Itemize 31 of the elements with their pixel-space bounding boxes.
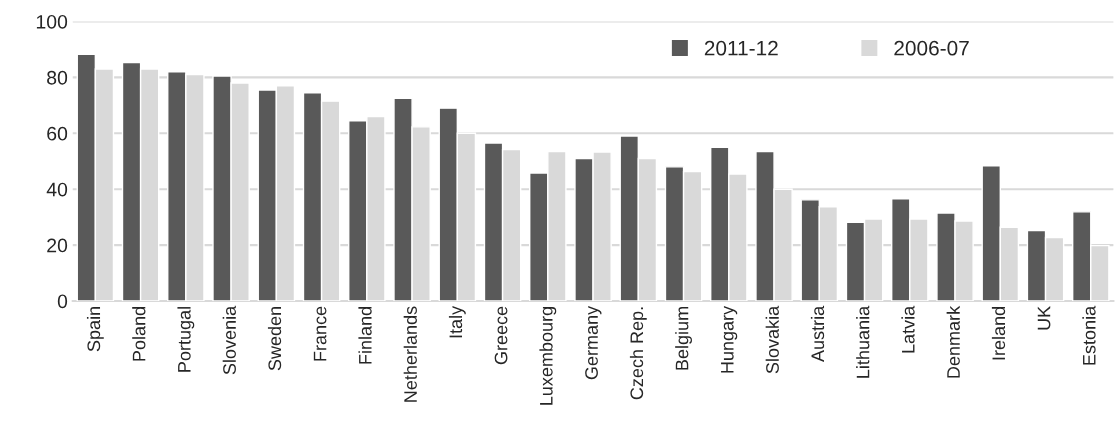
x-tick-label: Estonia — [1082, 305, 1096, 365]
legend-label: 2006-07 — [894, 40, 969, 56]
x-tick-label: Poland — [132, 307, 146, 361]
x-tick-label: Portugal — [177, 307, 195, 372]
y-tick-label: 20 — [47, 238, 68, 253]
y-tick-label: 0 — [57, 294, 68, 309]
x-tick-label: Hungary — [721, 305, 738, 373]
x-tick-label: Netherlands — [403, 306, 417, 402]
x-tick-label: Austria — [810, 305, 825, 363]
x-tick-label: France — [313, 306, 327, 361]
y-tick-label: 100 — [36, 14, 68, 29]
y-tick-label: 60 — [47, 126, 68, 141]
y-tick-label: 40 — [46, 182, 68, 197]
x-tick-label: Luxembourg — [539, 307, 557, 405]
x-tick-label: UK — [1037, 306, 1051, 330]
x-tick-label: Slovenia — [222, 305, 236, 375]
y-tick-label: 80 — [47, 70, 68, 85]
legend-label: 2011-12 — [704, 40, 778, 56]
x-tick-label: Denmark — [946, 305, 960, 378]
x-tick-label: Latvia — [901, 305, 915, 353]
x-tick-label: Ireland — [991, 307, 1006, 360]
x-tick-label: Italy — [448, 305, 466, 338]
x-tick-label: Belgium — [675, 307, 692, 370]
x-tick-label: Finland — [358, 307, 372, 364]
x-tick-label: Slovakia — [765, 305, 779, 374]
x-tick-label: Sweden — [267, 307, 282, 371]
x-tick-label: Czech Rep. — [629, 307, 647, 400]
x-tick-label: Greece — [494, 306, 508, 365]
x-tick-label: Lithuania — [856, 305, 870, 378]
x-tick-label: Spain — [86, 307, 104, 352]
x-tick-label: Germany — [585, 305, 602, 380]
